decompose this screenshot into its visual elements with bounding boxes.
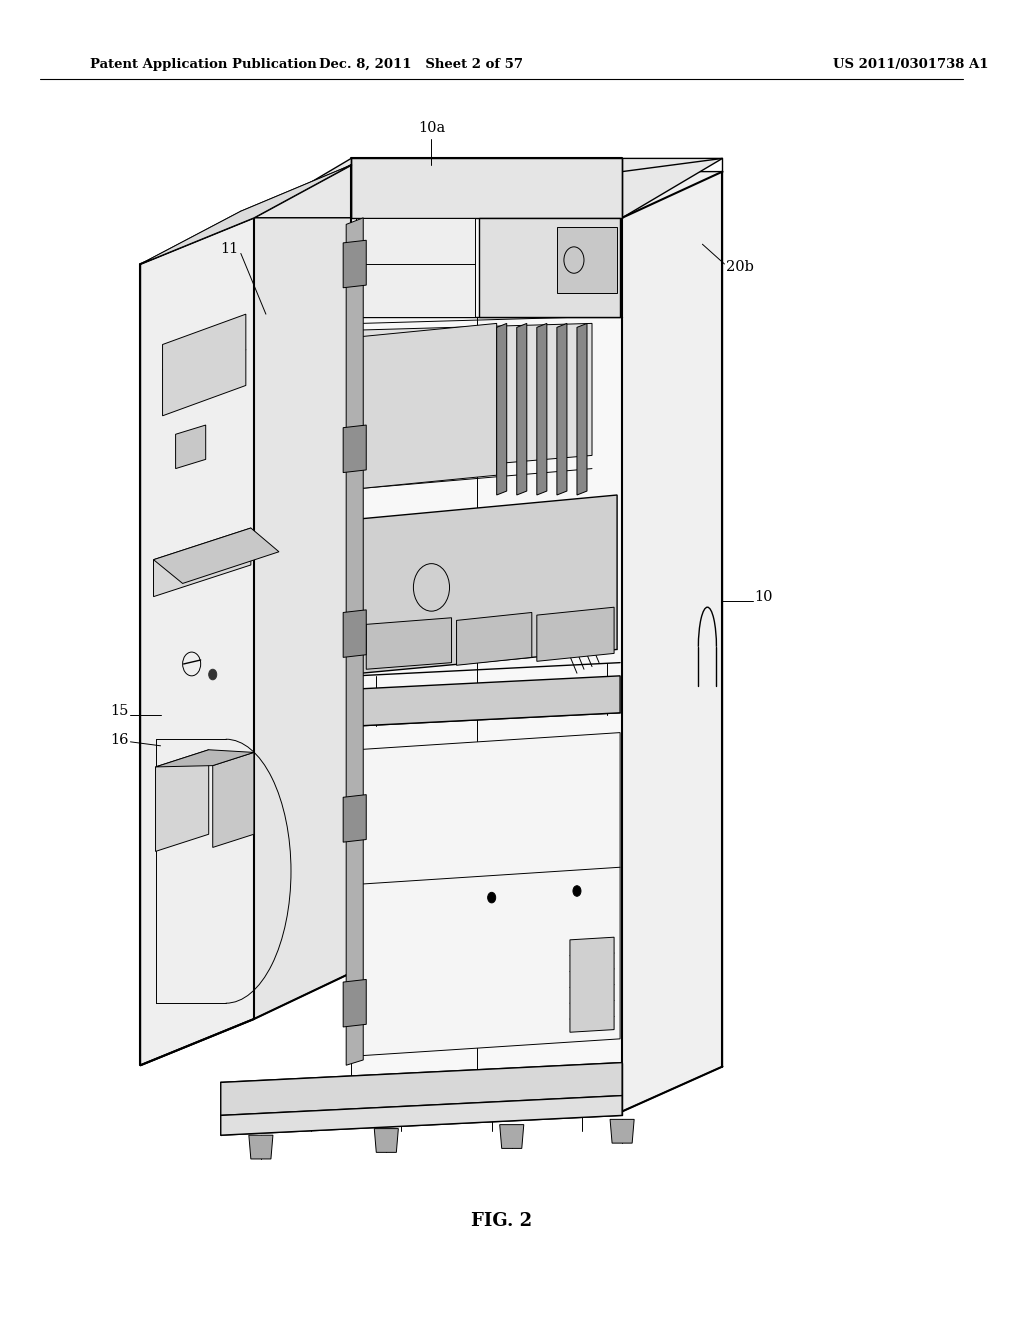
Polygon shape <box>343 240 367 288</box>
Polygon shape <box>500 1125 524 1148</box>
Polygon shape <box>375 1129 398 1152</box>
Polygon shape <box>343 425 367 473</box>
Polygon shape <box>343 610 367 657</box>
Polygon shape <box>343 979 367 1027</box>
Polygon shape <box>343 795 367 842</box>
Polygon shape <box>351 158 623 218</box>
Polygon shape <box>577 323 587 495</box>
Polygon shape <box>154 528 251 597</box>
Polygon shape <box>356 676 621 726</box>
Polygon shape <box>361 495 617 673</box>
Polygon shape <box>457 612 531 665</box>
Circle shape <box>209 669 217 680</box>
Polygon shape <box>213 752 254 847</box>
Polygon shape <box>361 323 592 475</box>
Text: US 2011/0301738 A1: US 2011/0301738 A1 <box>833 58 988 71</box>
Polygon shape <box>163 314 246 416</box>
Circle shape <box>573 886 581 896</box>
Polygon shape <box>517 323 526 495</box>
Polygon shape <box>221 1063 623 1115</box>
Polygon shape <box>623 172 723 1111</box>
Polygon shape <box>251 158 723 218</box>
Polygon shape <box>557 227 617 293</box>
Polygon shape <box>557 323 567 495</box>
Polygon shape <box>249 1135 273 1159</box>
Circle shape <box>487 892 496 903</box>
Polygon shape <box>156 750 209 851</box>
Polygon shape <box>497 323 507 495</box>
Polygon shape <box>356 218 474 317</box>
Polygon shape <box>537 323 547 495</box>
Text: 15: 15 <box>110 705 128 718</box>
Text: 10a: 10a <box>418 121 445 135</box>
Polygon shape <box>570 937 614 1032</box>
Text: Patent Application Publication: Patent Application Publication <box>90 58 317 71</box>
Text: 20b: 20b <box>726 260 755 273</box>
Polygon shape <box>140 218 254 1065</box>
Text: FIG. 2: FIG. 2 <box>471 1212 532 1230</box>
Polygon shape <box>610 1119 634 1143</box>
Polygon shape <box>221 1096 623 1135</box>
Polygon shape <box>156 750 254 767</box>
Polygon shape <box>367 618 452 669</box>
Text: 10: 10 <box>755 590 773 603</box>
Polygon shape <box>154 528 279 583</box>
Polygon shape <box>356 733 621 1056</box>
Polygon shape <box>346 218 364 1065</box>
Polygon shape <box>478 218 621 317</box>
Polygon shape <box>361 323 497 488</box>
Polygon shape <box>351 218 623 1089</box>
Polygon shape <box>175 425 206 469</box>
Text: 16: 16 <box>110 734 128 747</box>
Text: 11: 11 <box>220 243 239 256</box>
Polygon shape <box>254 218 351 1019</box>
Text: Dec. 8, 2011   Sheet 2 of 57: Dec. 8, 2011 Sheet 2 of 57 <box>319 58 523 71</box>
Polygon shape <box>140 165 351 264</box>
Polygon shape <box>537 607 614 661</box>
